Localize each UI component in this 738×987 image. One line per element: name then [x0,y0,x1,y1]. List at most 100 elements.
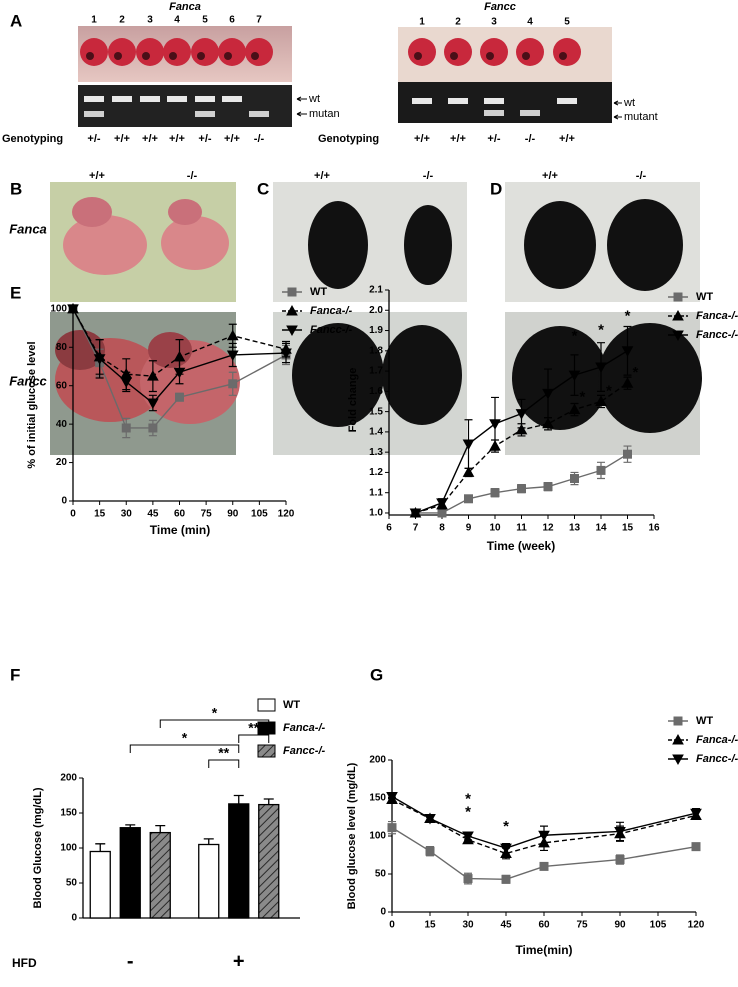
significance-bracket [129,744,240,753]
data-point [501,874,511,884]
legend-label: Fancc-/- [696,329,738,341]
gel-band [557,98,577,104]
genotype: +/+ [414,133,430,145]
data-point [489,419,501,430]
data-point [691,842,701,852]
data-point [147,398,159,410]
significance-mark: * [572,328,578,345]
gel-band [484,98,504,104]
x-tick-label: 16 [648,523,660,534]
y-tick-label: 100 [60,843,77,854]
x-axis-label: Time (min) [150,523,210,537]
data-point [621,377,634,388]
panel-label: C [257,179,269,198]
genotype: +/- [87,133,100,145]
significance-mark: ** [248,720,259,736]
significance-mark: * [598,322,604,339]
embryo-eye [142,52,150,60]
panel-label: D [490,179,502,198]
data-point [542,388,554,400]
x-tick-label: 120 [278,509,295,520]
pup [63,215,147,275]
significance-bracket [208,759,240,768]
error-bar [203,838,214,845]
x-tick-label: 30 [121,509,133,520]
genotype-label: +/+ [89,170,105,182]
mouse [382,325,462,425]
y-tick-label: 100 [369,831,386,842]
legend-marker [672,733,684,745]
legend-label: Fanca-/- [283,722,326,734]
lane-number: 3 [491,17,497,28]
x-tick-label: 60 [174,509,186,520]
embryo [444,38,472,66]
genotyping-label: Genotyping [318,133,379,145]
data-point [436,498,448,509]
data-point [515,409,528,420]
embryo [163,38,191,66]
y-axis-label: Fold change [347,368,359,433]
band-label: wt [308,93,320,105]
legend-label: Fancc-/- [310,324,353,336]
lane-number: 1 [419,17,425,28]
lane-number: 2 [455,17,461,28]
legend-marker [672,309,684,321]
band-label: mutant [624,111,658,123]
legend-swatch [257,698,276,712]
legend-marker [286,304,298,316]
x-tick-label: 15 [622,523,634,534]
legend-swatch [257,744,276,758]
genotype-label: +/+ [314,170,330,182]
data-point [409,508,422,520]
mouse [308,201,368,289]
data-point [228,379,238,389]
x-tick-label: 10 [489,523,501,534]
y-axis-label: Blood Glucose (mg/dL) [32,787,44,908]
panel-label: A [10,11,22,30]
x-tick-label: 75 [576,920,588,931]
genotype: +/+ [559,133,575,145]
legend-label: Fanca-/- [696,310,738,322]
lane-number: 7 [256,15,262,26]
y-tick-label: 200 [60,773,77,784]
x-tick-label: 14 [595,523,607,534]
x-tick-label: 13 [569,523,581,534]
y-tick-label: 50 [375,869,387,880]
legend-marker [673,716,683,726]
embryo-eye [197,52,205,60]
panel-label: G [370,665,383,684]
gel-band [84,96,104,102]
mouse [292,323,384,427]
x-tick-label: 90 [227,509,239,520]
legend-label: Fanca-/- [696,734,738,746]
x-tick-label: 60 [538,920,550,931]
x-tick-label: 120 [688,920,705,931]
panel-label: B [10,179,22,198]
y-tick-label: 0 [61,496,67,507]
y-tick-label: 1.0 [369,508,383,519]
data-point [387,823,397,833]
legend-marker [672,754,684,766]
x-axis-label: Time(min) [515,943,572,957]
data-point [538,830,550,842]
genotype: +/+ [142,133,158,145]
bar [198,843,220,919]
data-point [463,874,473,884]
embryo-eye [224,52,232,60]
bar [228,803,250,919]
y-tick-label: 0 [71,913,77,924]
gel-band [140,96,160,102]
y-tick-label: 80 [56,342,68,353]
x-tick-label: 7 [413,523,419,534]
x-tick-label: 45 [147,509,159,520]
lane-number: 5 [564,17,570,28]
x-tick-label: 0 [389,920,395,931]
gel-band [249,111,269,117]
data-point [490,488,500,498]
data-point [280,348,292,360]
data-point [226,329,239,341]
significance-mark: * [580,388,586,405]
genotype: +/+ [450,133,466,145]
data-point [539,861,549,871]
x-tick-label: 105 [251,509,268,520]
